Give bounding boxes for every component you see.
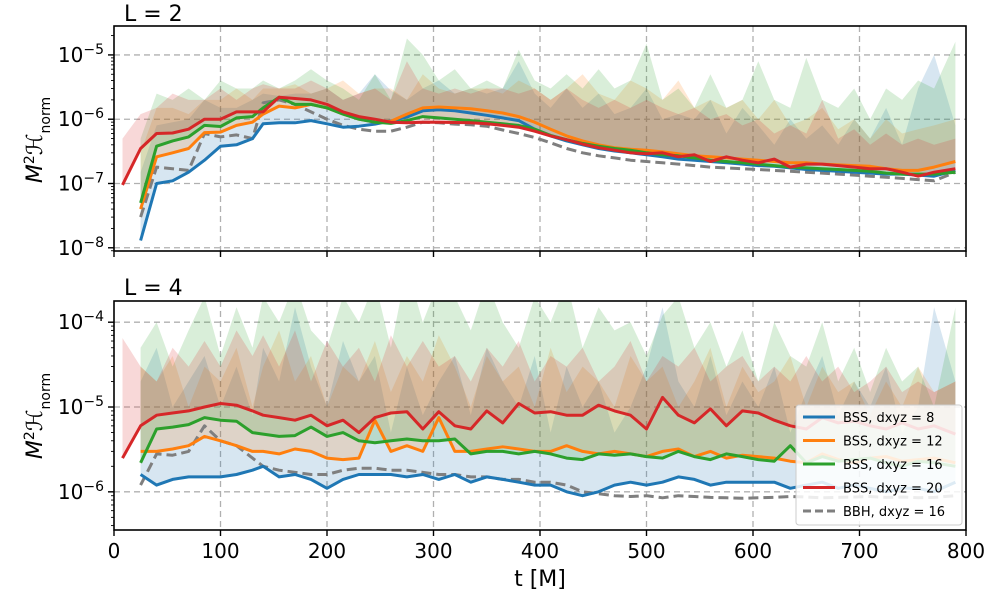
xtick-label-l4: 600	[734, 539, 772, 563]
xlabel: t [M]	[514, 567, 566, 592]
panel-l2: 10−5 10−6 10−7 10−8 L = 2 M2ℋnorm	[22, 2, 967, 260]
ylabel-l4: M2ℋnorm	[22, 373, 54, 459]
ytick-label-l4: 10−4	[58, 309, 104, 334]
band-bss-dxyz-8-l4	[140, 307, 956, 496]
ytick-label-l2: 10−6	[58, 106, 104, 131]
band-bss-dxyz-12-l2	[140, 74, 956, 210]
series-bss-dxyz-20-l2	[121, 95, 956, 186]
ytick-label-l4: 10−6	[58, 479, 104, 504]
xtick-label-l4: 200	[308, 539, 346, 563]
ytick-label-l2: 10−7	[58, 171, 104, 196]
legend: BSS, dxyz = 8 BSS, dxyz = 12 BSS, dxyz = 1…	[795, 404, 963, 526]
legend-label-bss-dxyz-16: BSS, dxyz = 16	[843, 458, 943, 473]
legend-label-bss-dxyz-12: BSS, dxyz = 12	[843, 435, 943, 450]
xtick-label-l4: 500	[627, 539, 665, 563]
xtick-label-l4: 400	[521, 539, 559, 563]
legend-label-bbh-dxyz-16: BBH, dxyz = 16	[843, 505, 945, 520]
xtick-label-l4: 800	[947, 539, 985, 563]
yticks-l2: 10−5 10−6 10−7 10−8	[58, 35, 114, 260]
xtick-label-l4: 300	[414, 539, 452, 563]
xticks-l2	[113, 251, 967, 257]
ylabel-l2: M2ℋnorm	[22, 97, 54, 183]
bands-l4	[122, 301, 956, 496]
xtick-label-l4: 0	[108, 539, 121, 563]
band-bss-dxyz-8-l2	[140, 54, 956, 241]
legend-label-bss-dxyz-20: BSS, dxyz = 20	[843, 482, 943, 497]
yticks-l4: 10−4 10−5 10−6	[58, 309, 114, 527]
band-bss-dxyz-12-l4	[140, 330, 956, 463]
lines-l2	[121, 95, 956, 241]
panel-title-l2: L = 2	[124, 2, 183, 27]
xtick-label-l4: 100	[201, 539, 239, 563]
ytick-label-l2: 10−8	[58, 235, 104, 260]
panel-title-l4: L = 4	[124, 276, 183, 301]
ytick-label-l4: 10−5	[58, 394, 104, 419]
band-bss-dxyz-20-l4	[122, 330, 956, 459]
xtick-label-l4: 700	[840, 539, 878, 563]
panel-l4: 10−4 10−5 10−6 0 100 200 300 400 500 600 700 800 L…	[22, 276, 985, 563]
legend-label-bss-dxyz-8: BSS, dxyz = 8	[843, 411, 934, 426]
ytick-label-l2: 10−5	[58, 42, 104, 67]
legend-box	[795, 404, 963, 526]
band-bss-dxyz-16-l4	[140, 301, 956, 467]
xticks-l4: 0 100 200 300 400 500 600 700 800	[108, 530, 985, 563]
